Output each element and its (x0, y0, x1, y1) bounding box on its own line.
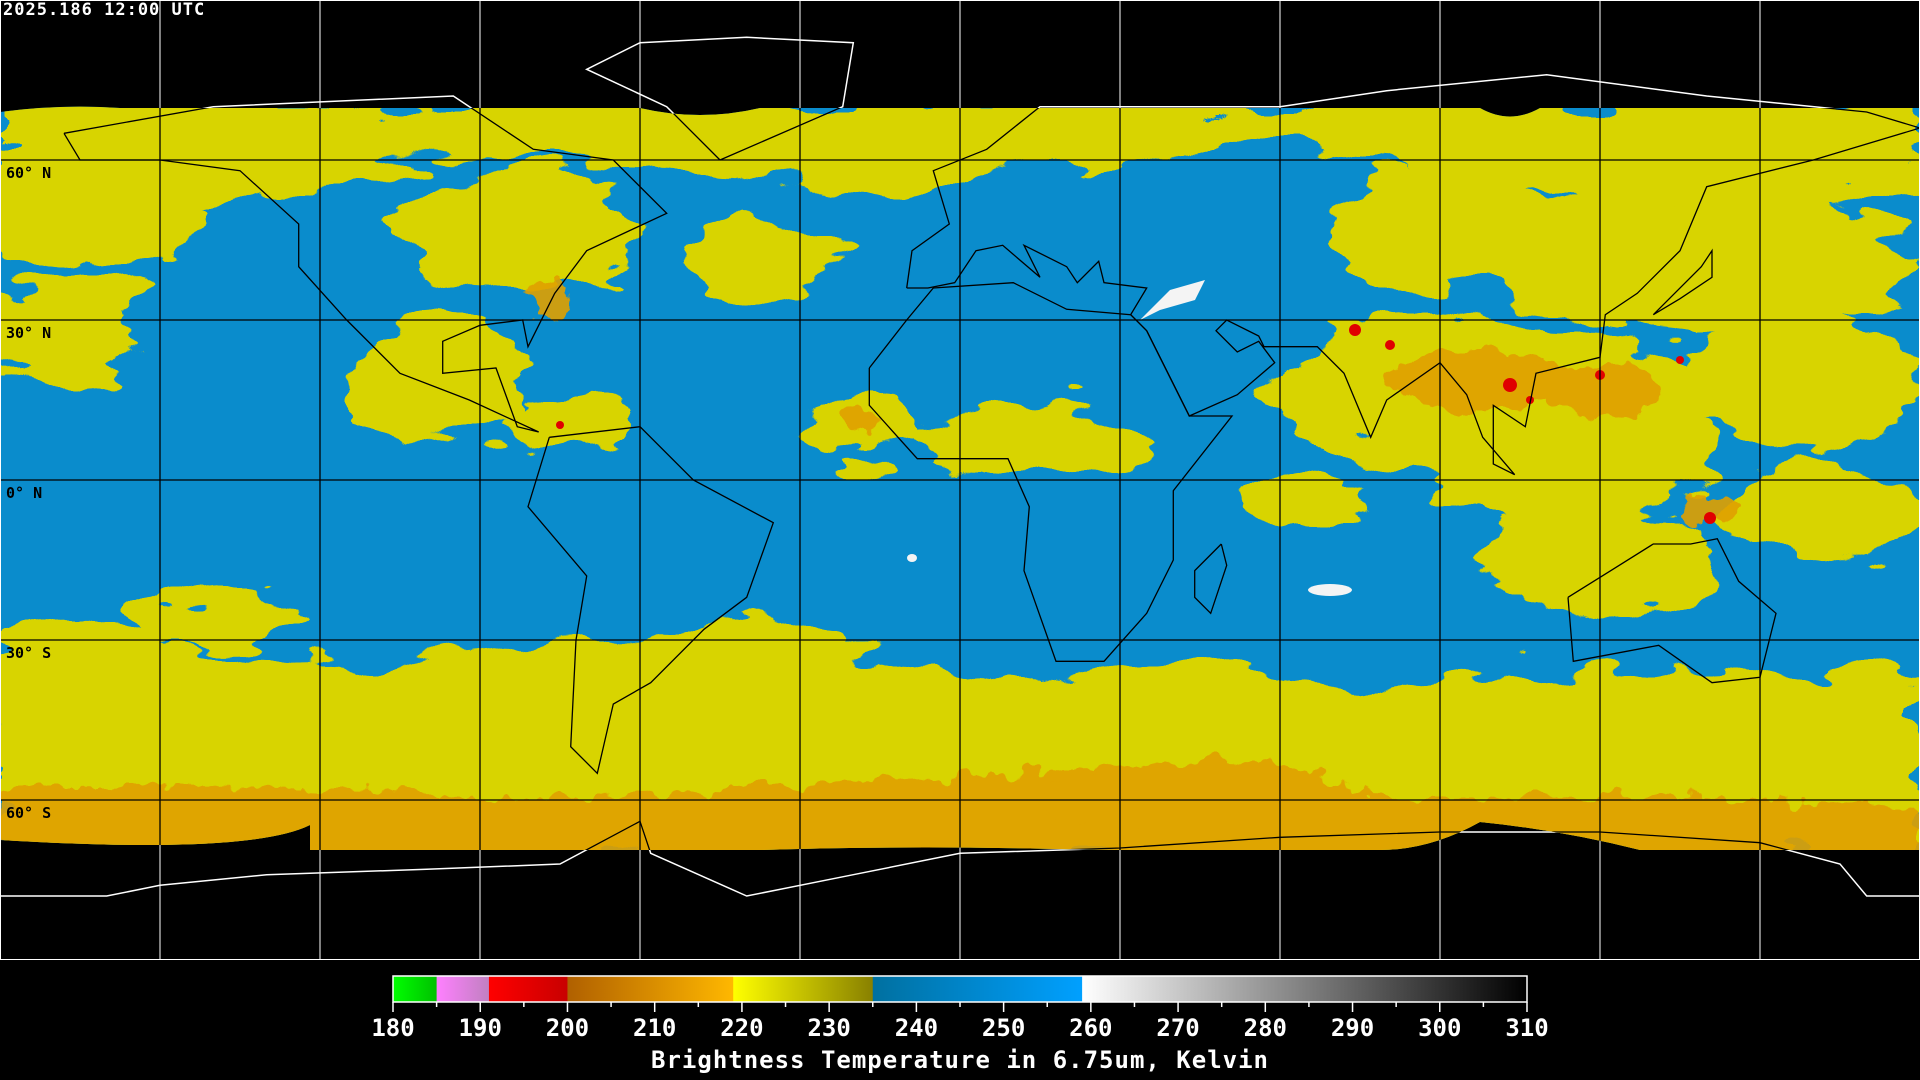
coastline (906, 106, 1920, 476)
coastline (584, 36, 855, 161)
colorbar-tick-label: 190 (459, 1014, 502, 1042)
coastline (1194, 543, 1228, 615)
colorbar-tick-label: 260 (1069, 1014, 1112, 1042)
colorbar-segment (436, 976, 490, 1002)
colorbar-segment (488, 976, 568, 1002)
colorbar-tick-label: 310 (1505, 1014, 1548, 1042)
timestamp: 2025.186 12:00 UTC (3, 0, 206, 20)
colorbar-segment (733, 976, 874, 1002)
colorbar-segment (872, 976, 1083, 1002)
colorbar-title: Brightness Temperature in 6.75um, Kelvin (651, 1046, 1269, 1074)
coastline (1652, 248, 1713, 316)
colorbar-tick-label: 230 (807, 1014, 850, 1042)
latitude-label: 60° N (6, 164, 52, 182)
colorbar-segment (393, 976, 438, 1002)
colorbar-tick-label: 240 (895, 1014, 938, 1042)
colorbar-segment (1082, 976, 1528, 1002)
latitude-label: 30° S (6, 644, 52, 662)
coastline (1567, 537, 1777, 684)
colorbar-tick-label: 300 (1418, 1014, 1461, 1042)
colorbar-tick-label: 210 (633, 1014, 676, 1042)
colorbar-tick-label: 270 (1156, 1014, 1199, 1042)
colorbar-tick-label: 200 (546, 1014, 589, 1042)
colorbar-tick-label: 180 (371, 1014, 414, 1042)
coastline (868, 282, 1234, 662)
colorbar: 180 190 200 210 220 230 240 250 260 270 280 290 300 3… (371, 975, 1549, 1042)
coastline (527, 426, 775, 775)
water-vapor-map (0, 0, 1920, 960)
latitude-label: 30° N (6, 324, 52, 342)
latitude-label: 0° N (6, 484, 43, 502)
colorbar-tick-label: 290 (1331, 1014, 1374, 1042)
colorbar-tick-label: 220 (720, 1014, 763, 1042)
colorbar-tick-label: 280 (1244, 1014, 1287, 1042)
lat-lon-grid (0, 0, 1920, 960)
colorbar-tick-label: 250 (982, 1014, 1025, 1042)
latitude-label: 60° S (6, 804, 52, 822)
colorbar-segment (567, 976, 734, 1002)
